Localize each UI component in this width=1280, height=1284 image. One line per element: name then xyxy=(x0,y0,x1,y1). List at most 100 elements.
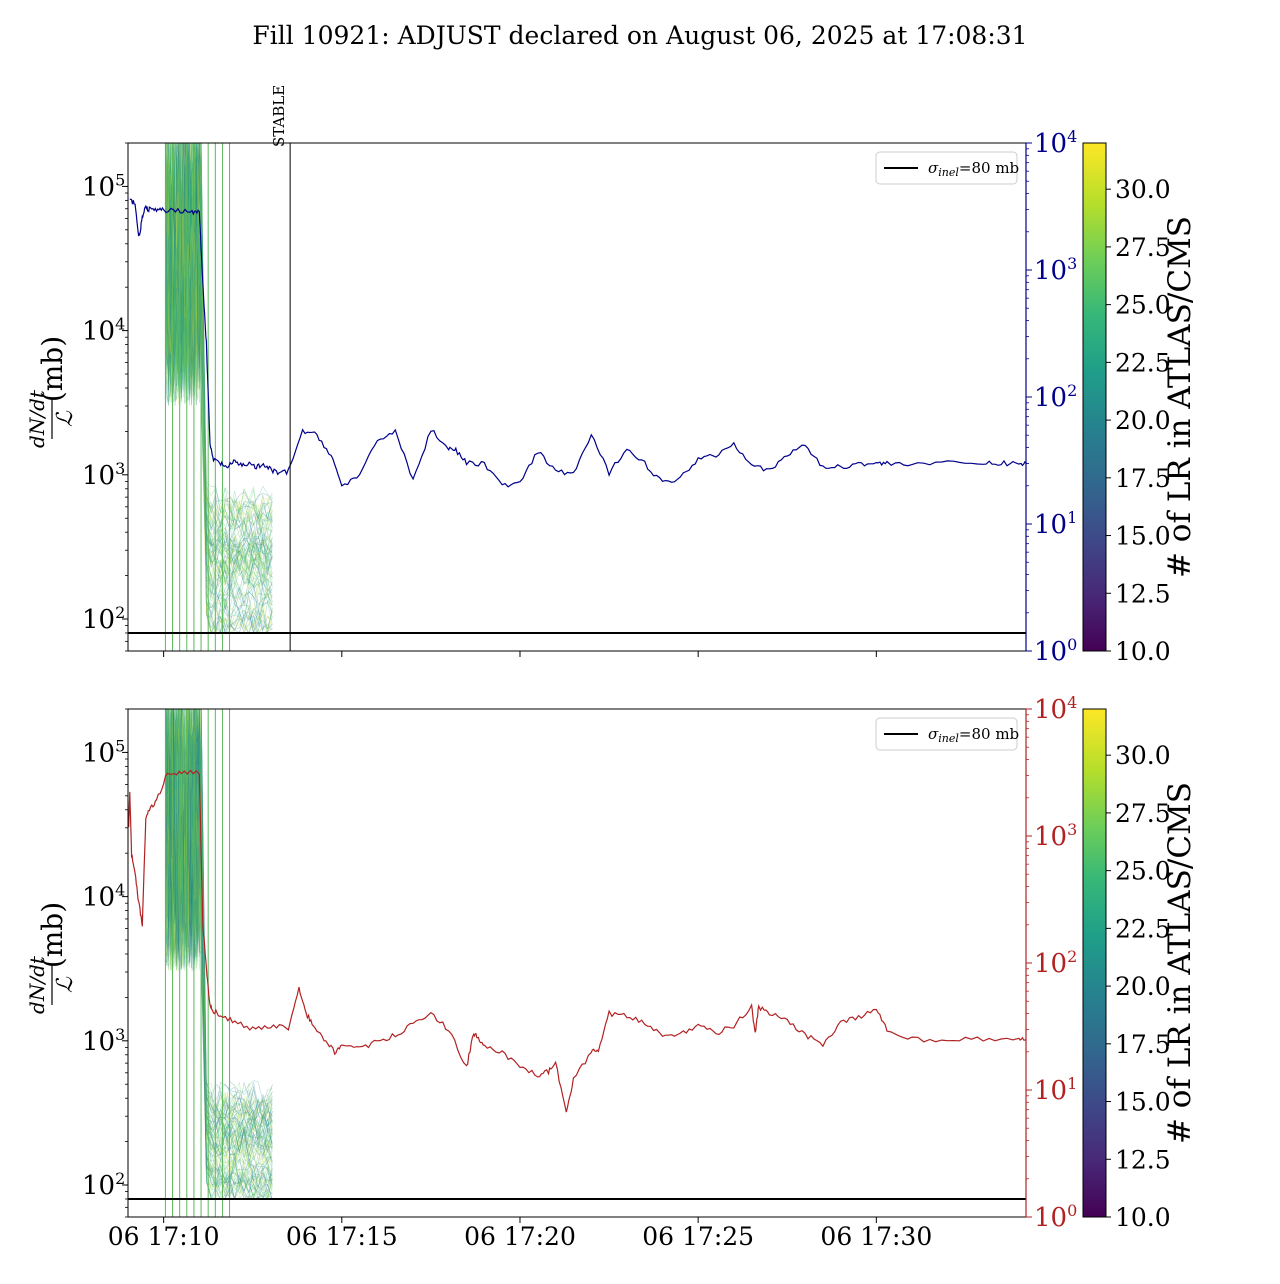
lumi-region-line xyxy=(165,709,273,1200)
lumi-region-line xyxy=(165,709,273,1200)
lumi-region-line xyxy=(165,143,273,570)
y2-tick-label: 100 xyxy=(1034,635,1077,667)
lumi-region-line xyxy=(165,143,273,619)
y-tick-label: 105 xyxy=(82,736,125,768)
lumi-region-line xyxy=(165,143,273,599)
lumi-region-line xyxy=(165,182,273,546)
colorbar xyxy=(1082,708,1107,1218)
lumi-region-line xyxy=(165,143,273,588)
lumi-region-line xyxy=(165,143,273,520)
lumi-region-line xyxy=(165,143,273,566)
lumi-region-line xyxy=(165,709,273,1126)
lumi-region-line xyxy=(165,709,273,1154)
lumi-region-line xyxy=(165,709,273,1163)
lumi-region-line xyxy=(165,709,273,1147)
legend-label: σinel=80 mb xyxy=(928,159,1019,179)
lumi-region-line xyxy=(165,727,273,1130)
y-tick-label: 105 xyxy=(82,170,125,202)
lumi-region-line xyxy=(165,143,273,592)
colorbar-tick-label: 12.5 xyxy=(1115,1145,1171,1174)
lumi-region-line xyxy=(165,143,273,591)
lumi-region-line xyxy=(165,151,273,527)
y-axis-label: dN/dt ℒ (mb) xyxy=(25,336,78,448)
lumi-region-line xyxy=(166,709,273,1152)
lumi-region-line xyxy=(165,143,273,516)
colorbar-tick-label: 17.5 xyxy=(1115,1030,1171,1059)
y-label-unit: (mb) xyxy=(36,336,69,402)
lumi-region-line xyxy=(165,143,273,610)
colorbar-tick-label: 27.5 xyxy=(1115,799,1171,828)
lumi-region-line xyxy=(165,709,273,1135)
lumi-region-line xyxy=(165,709,273,1193)
lumi-region-line xyxy=(165,143,273,625)
lumi-region-line xyxy=(165,143,273,571)
colorbar-tick-label: 12.5 xyxy=(1115,579,1171,608)
lumi-region-line xyxy=(165,743,273,1162)
lumi-region-line xyxy=(165,143,273,524)
lumi-region-line xyxy=(165,709,273,1140)
lumi-region-line xyxy=(165,143,273,613)
lumi-region-line xyxy=(165,143,273,539)
lumi-region-line xyxy=(165,143,273,582)
colorbar xyxy=(1082,142,1107,652)
lumi-region-line xyxy=(165,143,273,634)
lumi-region-line xyxy=(165,709,273,1180)
lumi-region-line xyxy=(165,709,273,1154)
lumi-region-line xyxy=(165,709,273,1173)
y-label-denominator: ℒ xyxy=(53,410,78,427)
lumi-region-line xyxy=(165,709,273,1200)
lumi-region-line xyxy=(165,709,273,1149)
lumi-region-line xyxy=(165,143,273,569)
y2-tick-label: 103 xyxy=(1034,254,1077,286)
lumi-region-line xyxy=(165,709,273,1131)
colorbar-tick-label: 25.0 xyxy=(1115,857,1171,886)
y2-tick-label: 103 xyxy=(1034,820,1077,852)
y-tick-label: 103 xyxy=(82,1025,125,1057)
lumi-region-line xyxy=(165,709,273,1139)
lumi-region-line xyxy=(165,143,273,570)
y-tick-label: 103 xyxy=(82,459,125,491)
y-tick-label: 104 xyxy=(82,315,125,347)
y-tick-label: 102 xyxy=(82,603,125,635)
lumi-region-line xyxy=(165,709,273,1117)
lumi-region-line xyxy=(165,709,273,1161)
lumi-region-line xyxy=(165,709,273,1152)
lumi-region-line xyxy=(165,143,273,569)
lumi-region-line xyxy=(165,143,273,618)
lumi-region-line xyxy=(165,143,273,532)
lumi-region-line xyxy=(165,143,273,631)
lumi-region-line xyxy=(165,709,273,1147)
lumi-region-line xyxy=(165,143,273,536)
legend: σinel=80 mb xyxy=(875,717,1019,751)
lumi-region-line xyxy=(165,709,273,1168)
lumi-region-line xyxy=(166,143,273,537)
lumi-region-line xyxy=(165,143,273,536)
lumi-region-line xyxy=(165,143,273,563)
lumi-region-line xyxy=(165,143,273,538)
colorbar-tick-label: 15.0 xyxy=(1115,1088,1171,1117)
lumi-region-line xyxy=(165,143,273,546)
lumi-region-line xyxy=(165,709,273,1200)
lumi-region-line xyxy=(165,709,273,1200)
lumi-region-line xyxy=(165,709,273,1178)
lumi-region-line xyxy=(165,709,273,1192)
lumi-region-line xyxy=(165,143,273,575)
lumi-region-line xyxy=(165,143,273,634)
lumi-region-line xyxy=(165,143,273,610)
lumi-region-line xyxy=(165,146,273,634)
colorbar-tick-label: 10.0 xyxy=(1115,1203,1171,1232)
lumi-region-line xyxy=(165,143,273,548)
panel-bottom: 102 103 104 105 100 101 102 103 104 06 17:10 06 17… xyxy=(25,693,1198,1251)
figure-title: Fill 10921: ADJUST declared on August 06… xyxy=(252,21,1027,50)
lumi-region-line xyxy=(165,143,273,578)
lumi-region-line xyxy=(165,715,273,1200)
colorbar-label: # of LR in ATLAS/CMS xyxy=(1162,782,1198,1144)
lumi-region-line xyxy=(165,143,273,576)
lumi-region-line xyxy=(165,143,273,553)
lumi-region-line xyxy=(165,709,273,1200)
lumi-region-line xyxy=(165,709,273,1163)
stable-marker-label: STABLE xyxy=(270,85,288,147)
lumi-region-line xyxy=(165,143,273,598)
lumi-region-bundle xyxy=(165,143,273,635)
legend-box xyxy=(875,151,1018,185)
